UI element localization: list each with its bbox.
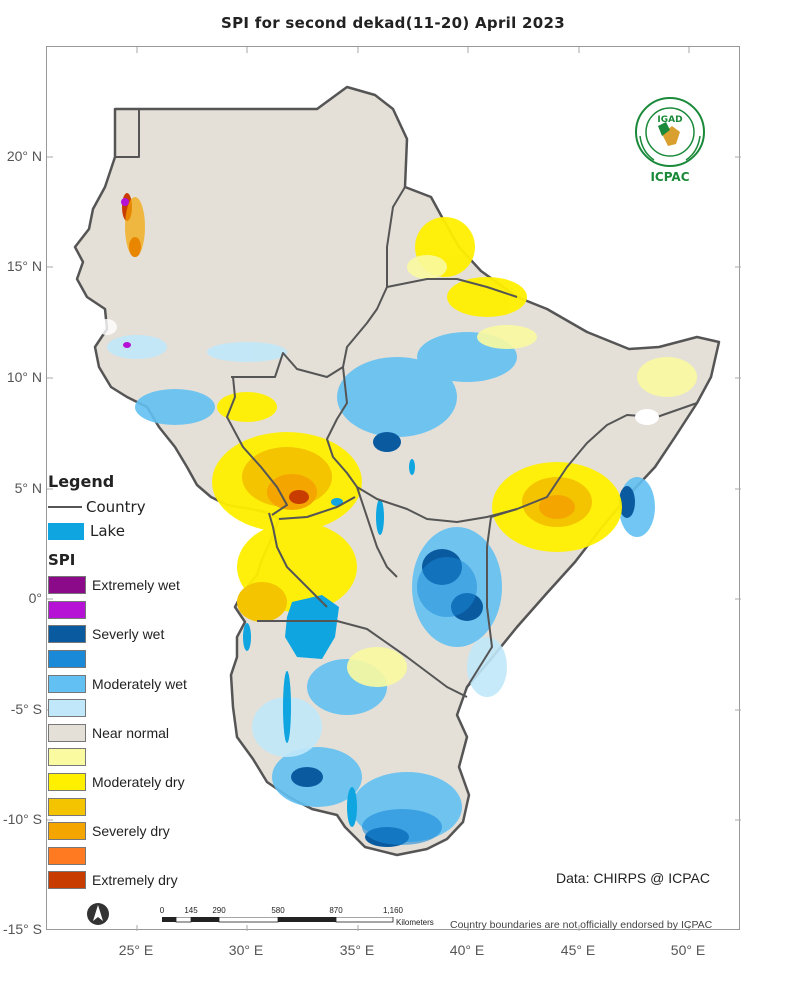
lon-label-45e: 45° E	[560, 942, 596, 958]
lon-label-35e: 35° E	[339, 942, 375, 958]
lat-label-15n: 15° N	[6, 258, 42, 274]
legend-title: Legend	[48, 472, 115, 491]
scale-units: Kilometers	[396, 918, 434, 927]
spi-class-row	[48, 745, 248, 770]
spi-swatch	[48, 773, 86, 792]
north-arrow-icon	[86, 902, 110, 930]
spi-title: SPI	[48, 551, 76, 569]
scale-tick: 0	[159, 906, 165, 915]
spi-class-label: Near normal	[92, 724, 170, 741]
spi-class-row	[48, 844, 248, 869]
spi-swatch	[48, 699, 86, 718]
lat-label-15s: -15° S	[2, 921, 42, 937]
spi-class-list: Extremely wet Severly wet Moderately wet Ne…	[48, 573, 248, 893]
lake-victoria	[285, 595, 339, 659]
icpac-logo: IGAD ICPAC	[632, 96, 708, 188]
lat-label-20n: 20° N	[6, 148, 42, 164]
spi-swatch	[48, 625, 86, 644]
lake-swatch-icon	[48, 522, 84, 540]
spi-swatch	[48, 822, 86, 841]
disclaimer: Country boundaries are not officially en…	[450, 919, 713, 931]
data-source: Data: CHIRPS @ ICPAC	[556, 870, 710, 886]
scale-tick: 290	[212, 906, 226, 915]
lon-label-50e: 50° E	[670, 942, 706, 958]
igad-emblem-icon: IGAD	[635, 97, 705, 167]
legend-lake-label: Lake	[90, 522, 125, 540]
lon-label-30e: 30° E	[228, 942, 264, 958]
spi-class-row: Near normal	[48, 721, 248, 746]
scale-bar: 0 145 290 580 870 1,160 Kilometers	[159, 906, 434, 930]
map-legend: Legend Country Lake SPI Extremely wet Sev…	[48, 472, 248, 893]
spi-class-label: Severly wet	[92, 626, 165, 643]
scale-tick: 145	[184, 906, 198, 915]
spi-swatch	[48, 576, 86, 595]
spi-class-row: Severely dry	[48, 819, 248, 844]
spi-swatch	[48, 871, 86, 890]
spi-class-row	[48, 794, 248, 819]
spi-swatch	[48, 674, 86, 693]
spi-class-row	[48, 598, 248, 623]
scale-tick: 580	[271, 906, 285, 915]
spi-class-row: Severly wet	[48, 622, 248, 647]
spi-class-row: Extremely wet	[48, 573, 248, 598]
spi-class-row: Extremely dry	[48, 868, 248, 893]
spi-class-label: Moderately wet	[92, 675, 187, 692]
spi-class-label: Extremely wet	[92, 577, 180, 594]
logo-org-text: IGAD	[657, 115, 682, 125]
scale-tick: 870	[329, 906, 343, 915]
legend-country: Country	[48, 495, 248, 519]
scale-bar-graphic	[162, 917, 394, 923]
scale-tick: 1,160	[382, 906, 404, 915]
spi-swatch	[48, 797, 86, 816]
legend-lake: Lake	[48, 519, 248, 543]
spi-class-row	[48, 647, 248, 672]
spi-swatch	[48, 600, 86, 619]
lat-label-0: 0°	[28, 590, 42, 606]
lat-label-10s: -10° S	[2, 811, 42, 827]
spi-class-label: Moderately dry	[92, 774, 185, 791]
lat-label-5s: -5° S	[10, 701, 42, 717]
map-frame	[46, 46, 741, 931]
region-outline	[73, 85, 721, 857]
spi-class-row: Moderately wet	[48, 671, 248, 696]
spi-map	[47, 47, 741, 931]
spi-swatch	[48, 650, 86, 669]
spi-swatch	[48, 748, 86, 767]
map-title: SPI for second dekad(11-20) April 2023	[220, 14, 566, 32]
lon-label-25e: 25° E	[118, 942, 154, 958]
lon-label-40e: 40° E	[449, 942, 485, 958]
logo-name: ICPAC	[650, 170, 690, 184]
spi-class-label: Extremely dry	[92, 872, 178, 889]
legend-country-label: Country	[86, 498, 146, 516]
spi-class-row	[48, 696, 248, 721]
country-line-icon	[48, 506, 82, 508]
spi-class-label: Severely dry	[92, 823, 170, 840]
spi-class-row: Moderately dry	[48, 770, 248, 795]
lat-label-10n: 10° N	[6, 369, 42, 385]
lat-label-5n: 5° N	[14, 480, 42, 496]
spi-swatch	[48, 723, 86, 742]
spi-swatch	[48, 846, 86, 865]
